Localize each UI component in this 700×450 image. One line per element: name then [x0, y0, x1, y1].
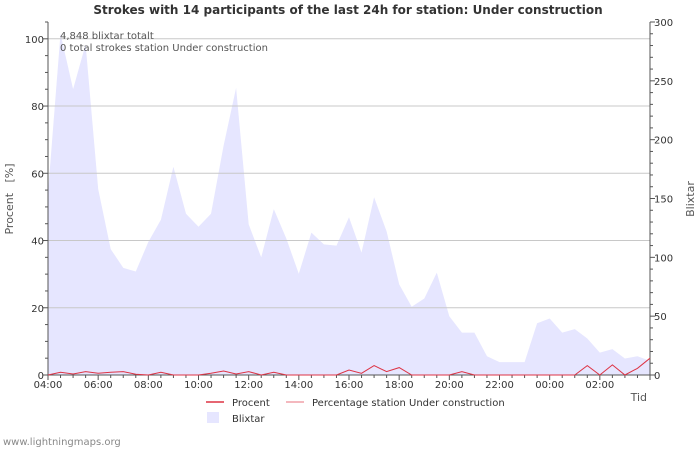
left-tick-label-0: 0: [38, 371, 44, 382]
right-tick-label-250: 250: [654, 77, 673, 88]
x-axis-title: Tid: [630, 391, 647, 404]
series-area-blixtar: [48, 33, 650, 376]
left-tick-label-20: 20: [31, 304, 44, 315]
left-tick-label-40: 40: [31, 237, 44, 248]
right-tick-label-100: 100: [654, 253, 673, 264]
chart-title: Strokes with 14 participants of the last…: [93, 3, 602, 17]
left-tick-label-60: 60: [31, 169, 44, 180]
x-tick-label-0600: 06:00: [84, 380, 113, 391]
series-line-procent: [47, 357, 651, 376]
y-axis-right-title: Blixtar: [684, 181, 697, 217]
x-tick-label-0000: 00:00: [535, 380, 564, 391]
annotation-1: 4,848 blixtar totalt: [60, 31, 154, 42]
right-tick-label-150: 150: [654, 195, 673, 206]
x-tick-label-0400: 04:00: [34, 380, 63, 391]
footer-credit[interactable]: www.lightningmaps.org: [3, 437, 121, 448]
x-tick-label-1000: 10:00: [184, 380, 213, 391]
legend-swatch-blixtar: [207, 412, 219, 423]
x-tick-label-1800: 18:00: [385, 380, 414, 391]
x-tick-label-2000: 20:00: [435, 380, 464, 391]
left-tick-label-80: 80: [31, 102, 44, 113]
right-tick-label-50: 50: [654, 312, 667, 323]
x-tick-label-1600: 16:00: [335, 380, 364, 391]
y-axis-left-title: Procent [%]: [3, 163, 16, 234]
legend-label-procent: Procent: [232, 398, 270, 409]
right-tick-label-200: 200: [654, 136, 673, 147]
left-tick-label-100: 100: [25, 35, 44, 46]
x-tick-label-1200: 12:00: [234, 380, 263, 391]
annotation-2: 0 total strokes station Under constructi…: [60, 43, 268, 54]
right-tick-label-0: 0: [654, 371, 660, 382]
x-tick-label-0800: 08:00: [134, 380, 163, 391]
x-tick-label-0200: 02:00: [585, 380, 614, 391]
legend-label-blixtar: Blixtar: [232, 414, 265, 425]
x-tick-label-1400: 14:00: [284, 380, 313, 391]
x-tick-label-2200: 22:00: [485, 380, 514, 391]
legend-label-percentage-station: Percentage station Under construction: [312, 398, 505, 409]
right-tick-label-300: 300: [654, 18, 673, 29]
